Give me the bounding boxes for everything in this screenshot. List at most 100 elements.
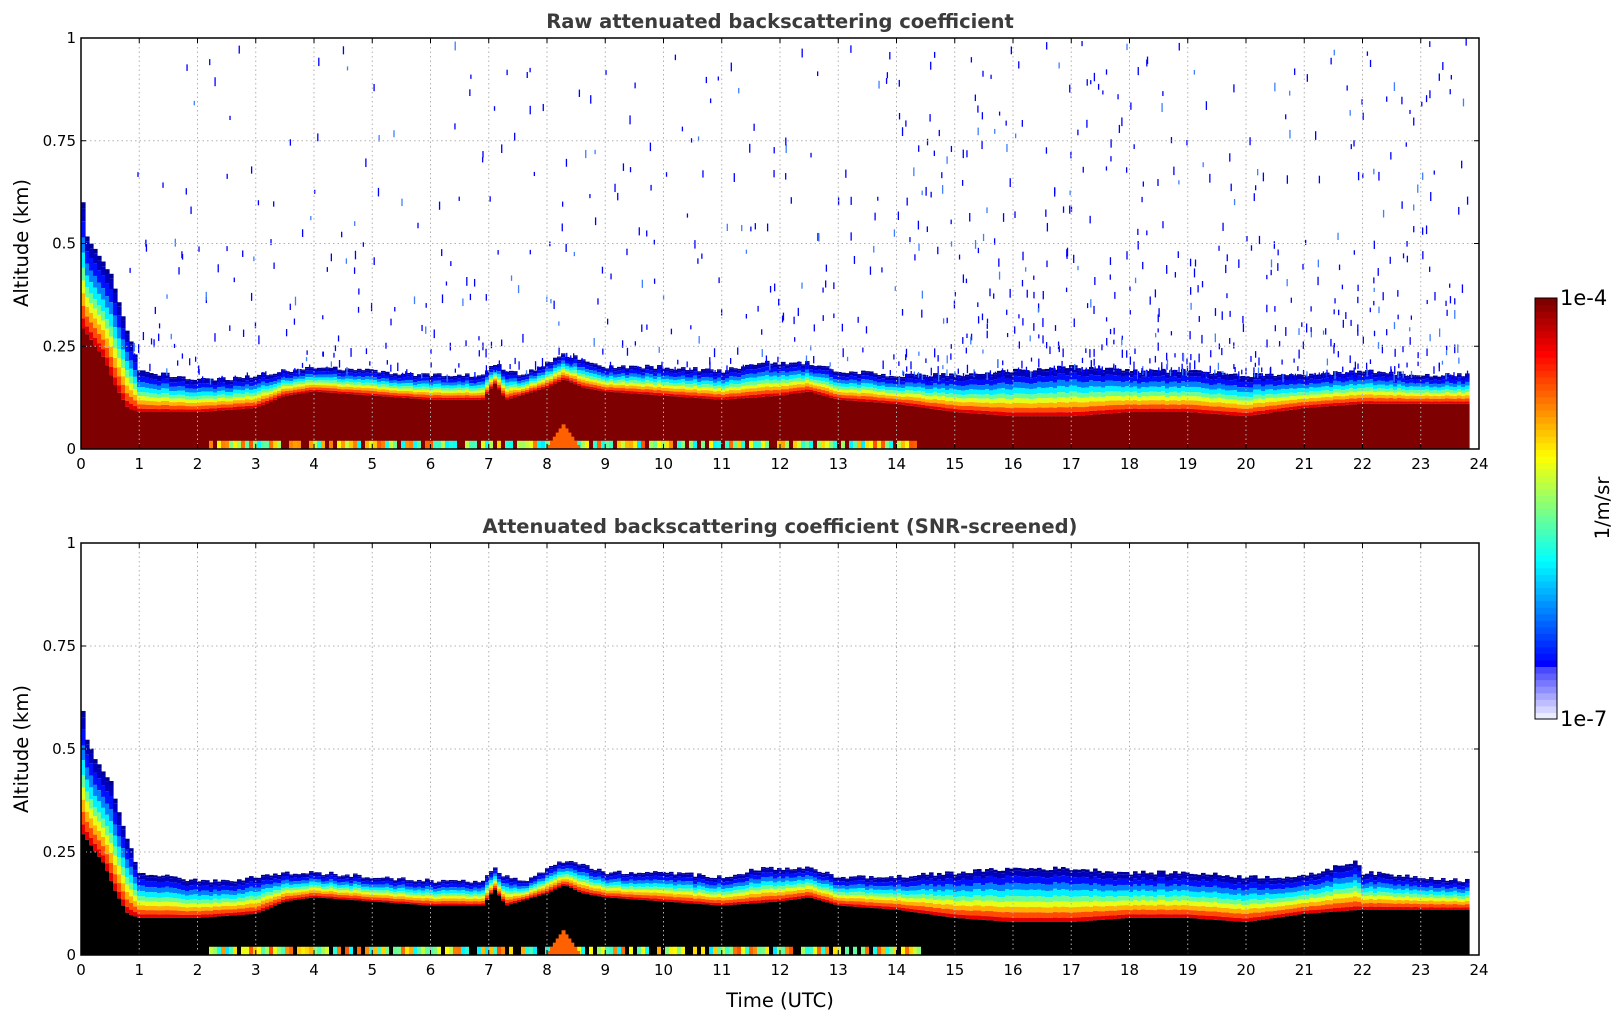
x-tick-label: 2 — [193, 455, 203, 473]
x-tick-label: 12 — [770, 961, 789, 979]
raw-grid — [81, 38, 1479, 449]
colorbar-step — [1535, 436, 1557, 444]
colorbar-step — [1535, 376, 1557, 385]
colorbar-step — [1535, 620, 1557, 628]
raw-y-ticks: 0 0.25 0.5 0.75 1 — [43, 29, 1479, 458]
colorbar-step — [1535, 390, 1557, 398]
colorbar-step — [1535, 455, 1557, 464]
colorbar-step — [1535, 482, 1557, 490]
colorbar-step — [1535, 580, 1557, 589]
y-tick-label: 0 — [66, 440, 76, 458]
y-tick-label: 0.25 — [43, 337, 76, 355]
colorbar-step — [1535, 640, 1557, 648]
x-tick-label: 19 — [1178, 961, 1197, 979]
x-tick-label: 18 — [1120, 961, 1139, 979]
x-tick-label: 11 — [712, 455, 731, 473]
colorbar-step — [1535, 357, 1557, 365]
raw-x-ticks: 0 1 2 3 4 5 6 7 8 9 10 11 12 13 14 15 16 17 18 19 20 21 22 23 24 — [76, 38, 1489, 473]
colorbar-step — [1535, 422, 1557, 431]
colorbar-step — [1535, 626, 1557, 635]
colorbar-step — [1535, 607, 1557, 615]
y-tick-label: 0.75 — [43, 637, 76, 655]
colorbar-step — [1535, 324, 1557, 332]
colorbar-min-label: 1e-7 — [1560, 707, 1607, 731]
colorbar: 1e-4 1e-7 1/m/sr — [1534, 286, 1614, 731]
colorbar-step — [1535, 442, 1557, 450]
x-tick-label: 8 — [542, 961, 552, 979]
screened-grid — [81, 543, 1479, 955]
screened-y-ticks: 0 0.25 0.5 0.75 1 — [43, 534, 1479, 964]
colorbar-step — [1535, 370, 1557, 378]
colorbar-step — [1535, 469, 1557, 477]
x-tick-label: 21 — [1295, 455, 1314, 473]
x-tick-label: 10 — [654, 455, 673, 473]
screened-panel-title: Attenuated backscattering coefficient (S… — [483, 515, 1078, 538]
colorbar-step — [1535, 653, 1557, 661]
x-tick-label: 16 — [1003, 455, 1022, 473]
colorbar-frame — [1534, 297, 1558, 720]
x-tick-label: 5 — [367, 455, 377, 473]
x-tick-label: 5 — [367, 961, 377, 979]
y-tick-label: 1 — [66, 534, 76, 552]
colorbar-step — [1535, 587, 1557, 595]
screened-x-ticks: 0 1 2 3 4 5 6 7 8 9 10 11 12 13 14 15 16 17 18 19 20 21 22 23 24 — [76, 543, 1489, 979]
colorbar-step — [1535, 561, 1557, 569]
colorbar-unit-label: 1/m/sr — [1591, 476, 1614, 540]
x-tick-label: 4 — [309, 961, 319, 979]
x-tick-label: 9 — [600, 961, 610, 979]
colorbar-step — [1535, 705, 1557, 714]
colorbar-step — [1535, 298, 1557, 306]
colorbar-step — [1535, 363, 1557, 371]
colorbar-step — [1535, 686, 1557, 694]
colorbar-step — [1535, 646, 1557, 654]
colorbar-step — [1535, 403, 1557, 411]
x-tick-label: 22 — [1353, 961, 1372, 979]
x-tick-label: 15 — [945, 455, 964, 473]
y-tick-label: 0.5 — [52, 235, 76, 253]
x-tick-label: 4 — [309, 455, 319, 473]
colorbar-max-label: 1e-4 — [1560, 286, 1607, 310]
x-tick-label: 17 — [1062, 961, 1081, 979]
raw-panel-title: Raw attenuated backscattering coefficien… — [546, 10, 1014, 33]
x-tick-label: 1 — [134, 455, 144, 473]
colorbar-step — [1535, 409, 1557, 418]
colorbar-step — [1535, 712, 1557, 720]
colorbar-step — [1535, 495, 1557, 503]
colorbar-step — [1535, 344, 1557, 352]
x-tick-label: 0 — [76, 455, 86, 473]
colorbar-step — [1535, 692, 1557, 700]
x-tick-label: 13 — [829, 961, 848, 979]
colorbar-step — [1535, 317, 1557, 325]
x-tick-label: 8 — [542, 455, 552, 473]
x-tick-label: 7 — [484, 961, 494, 979]
colorbar-step — [1535, 574, 1557, 582]
colorbar-step — [1535, 672, 1557, 681]
colorbar-step — [1535, 541, 1557, 549]
colorbar-step — [1535, 416, 1557, 424]
x-tick-label: 20 — [1236, 961, 1255, 979]
colorbar-step — [1535, 613, 1557, 621]
y-tick-label: 1 — [66, 29, 76, 47]
colorbar-step — [1535, 311, 1557, 319]
raw-heatmap — [81, 38, 1470, 449]
colorbar-step — [1535, 508, 1557, 516]
colorbar-step — [1535, 449, 1557, 457]
colorbar-step — [1535, 600, 1557, 608]
colorbar-step — [1535, 679, 1557, 687]
screened-y-axis-label: Altitude (km) — [10, 685, 33, 813]
x-tick-label: 21 — [1295, 961, 1314, 979]
x-tick-label: 13 — [829, 455, 848, 473]
colorbar-step — [1535, 383, 1557, 391]
colorbar-step — [1535, 396, 1557, 404]
x-tick-label: 12 — [770, 455, 789, 473]
colorbar-step — [1535, 501, 1557, 510]
colorbar-step — [1535, 567, 1557, 575]
colorbar-step — [1535, 350, 1557, 358]
colorbar-step — [1535, 554, 1557, 562]
colorbar-step — [1535, 633, 1557, 641]
x-tick-label: 20 — [1236, 455, 1255, 473]
x-tick-label: 23 — [1411, 455, 1430, 473]
colorbar-step — [1535, 594, 1557, 602]
colorbar-step — [1535, 699, 1557, 707]
